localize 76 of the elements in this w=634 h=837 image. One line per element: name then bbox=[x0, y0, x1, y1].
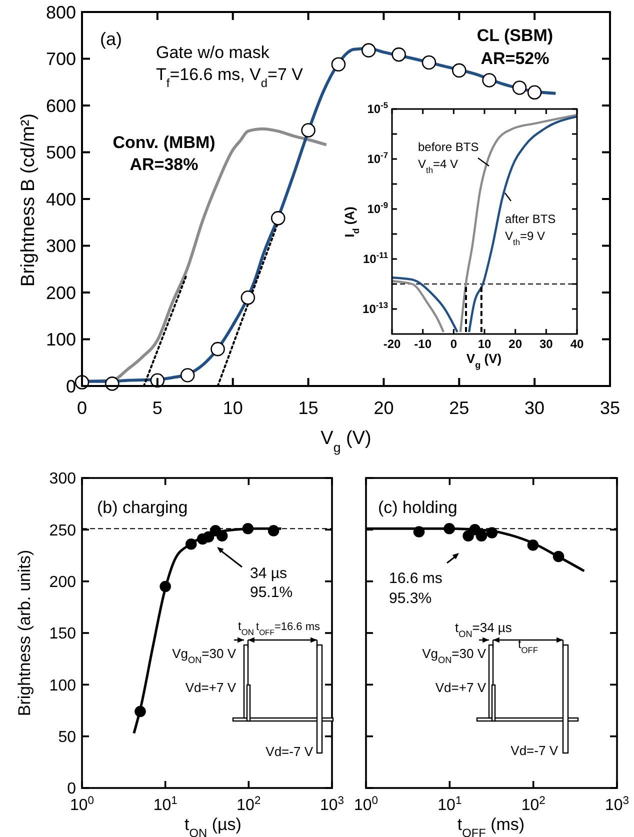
annotation: t$_{OFF}$=16.6 ms bbox=[256, 621, 320, 636]
annotation: Vg$_{ON}$=30 V bbox=[172, 646, 236, 665]
x-tick-label: 10$^{3}$ bbox=[320, 795, 344, 814]
x-axis-title: V$_{g}$ (V) bbox=[466, 351, 502, 370]
x-axis-title: V$_{g}$ (V) bbox=[320, 428, 372, 454]
y-tick-label: 10$^{-7}$ bbox=[367, 150, 388, 166]
x-tick-label: 10$^{2}$ bbox=[236, 795, 261, 814]
annotation: before BTS bbox=[418, 140, 479, 154]
y-tick-label: 10$^{-11}$ bbox=[362, 250, 388, 266]
x-tick-label: 30 bbox=[524, 398, 545, 418]
y-tick-label: 0 bbox=[67, 780, 76, 798]
y-tick-label: 50 bbox=[58, 728, 76, 746]
annotation: (a) bbox=[100, 29, 122, 49]
y-tick-label: 500 bbox=[46, 142, 76, 163]
x-tick-label: 20 bbox=[374, 398, 394, 418]
y-tick-label: 10$^{-5}$ bbox=[367, 100, 388, 116]
annotation: t$_{OFF}$ bbox=[518, 637, 538, 655]
annotation: Vd=-7 V bbox=[266, 744, 314, 759]
annotation: t$_{ON}$ bbox=[238, 619, 254, 637]
annotation: t$_{ON}$=34 µs bbox=[455, 620, 512, 639]
x-tick-label: 10 bbox=[478, 337, 492, 351]
annotation: Vd=+7 V bbox=[435, 680, 486, 695]
annotation: Gate w/o mask bbox=[156, 43, 270, 62]
x-axis-title: t$_{OFF}$ (ms) bbox=[457, 815, 525, 837]
annotation: 16.6 ms bbox=[389, 570, 442, 587]
y-tick-label: 100 bbox=[49, 677, 76, 694]
x-tick-label: 30 bbox=[539, 337, 554, 351]
x-tick-label: 10$^{1}$ bbox=[438, 795, 462, 814]
annotation: V$_{th}$=4 V bbox=[418, 157, 458, 175]
y-tick-label: 150 bbox=[49, 626, 76, 643]
x-tick-label: 15 bbox=[298, 398, 318, 418]
annotation: T$_{f}$=16.6 ms, V$_{d}$=7 V bbox=[156, 65, 304, 90]
y-axis-title: Brightness (arb. units) bbox=[15, 550, 34, 716]
x-tick-label: 10$^{0}$ bbox=[70, 795, 94, 814]
x-tick-label: 25 bbox=[449, 398, 470, 418]
annotation: 95.1% bbox=[250, 584, 293, 601]
annotation: (c) holding bbox=[378, 498, 458, 517]
x-tick-label: 10 bbox=[222, 398, 243, 418]
y-tick-label: 200 bbox=[46, 282, 76, 303]
annotation: Conv. (MBM) bbox=[112, 133, 216, 152]
y-tick-label: 300 bbox=[49, 470, 76, 488]
y-tick-label: 10$^{-9}$ bbox=[367, 200, 388, 216]
annotation: (b) charging bbox=[97, 498, 188, 517]
x-tick-label: 5 bbox=[152, 398, 162, 418]
x-tick-label: 35 bbox=[600, 398, 620, 418]
y-tick-label: 800 bbox=[46, 2, 76, 22]
x-tick-label: 40 bbox=[570, 337, 584, 351]
annotation: after BTS bbox=[505, 212, 556, 226]
x-tick-label: 10$^{1}$ bbox=[153, 795, 178, 814]
y-axis-title: Brightness B (cd/m²) bbox=[18, 113, 39, 287]
x-tick-label: 10$^{3}$ bbox=[604, 795, 630, 814]
annotation: AR=52% bbox=[480, 49, 550, 68]
annotation: 95.3% bbox=[389, 590, 432, 607]
x-tick-label: 0 bbox=[450, 337, 458, 351]
annotation: CL (SBM) bbox=[476, 26, 554, 45]
y-tick-label: 300 bbox=[46, 236, 76, 256]
y-tick-label: 400 bbox=[46, 189, 76, 210]
annotation: 34 µs bbox=[250, 565, 287, 582]
x-tick-label: 10$^{2}$ bbox=[521, 795, 546, 814]
x-tick-label: 10$^{0}$ bbox=[354, 795, 378, 814]
y-tick-label: 250 bbox=[49, 522, 76, 540]
y-tick-label: 200 bbox=[49, 574, 76, 591]
y-tick-label: 100 bbox=[46, 330, 76, 350]
annotation: Vd=-7 V bbox=[510, 743, 558, 758]
annotation: V$_{th}$=9 V bbox=[505, 229, 546, 247]
y-tick-label: 0 bbox=[66, 376, 76, 396]
y-tick-label: 700 bbox=[46, 49, 76, 70]
x-axis-title: t$_{ON}$ (µs) bbox=[184, 815, 242, 837]
annotation: AR=38% bbox=[130, 155, 198, 174]
x-tick-label: 20 bbox=[508, 337, 522, 351]
annotation: Vg$_{ON}$=30 V bbox=[422, 646, 486, 665]
y-tick-label: 10$^{-13}$ bbox=[362, 300, 388, 316]
annotation: Vd=+7 V bbox=[185, 680, 236, 695]
x-tick-label: -20 bbox=[383, 337, 401, 351]
y-tick-label: 600 bbox=[46, 96, 76, 116]
x-tick-label: -10 bbox=[414, 337, 432, 351]
